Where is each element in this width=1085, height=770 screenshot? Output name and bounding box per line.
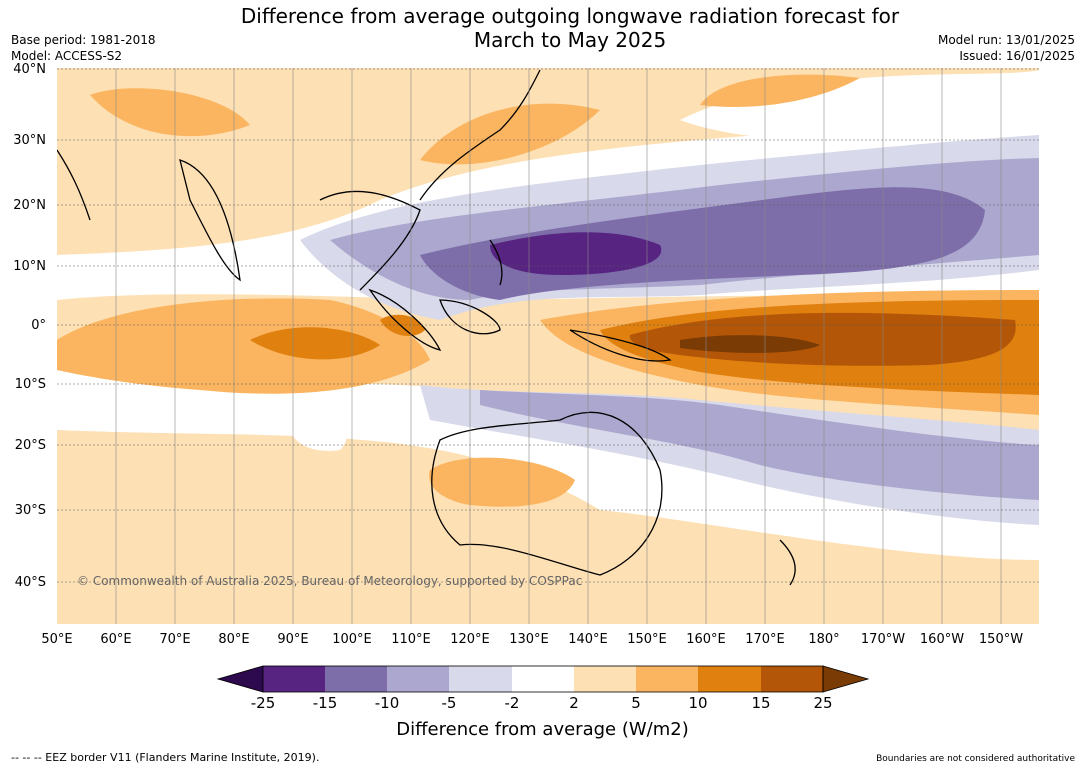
colorbar-bin-5: [512, 666, 574, 692]
arabia-coast: [57, 149, 91, 221]
lon-label: 180°: [808, 632, 840, 647]
lat-label: 20°S: [14, 438, 46, 453]
lon-label: 170°W: [860, 632, 906, 647]
copyright-notice: © Commonwealth of Australia 2025, Bureau…: [77, 574, 583, 588]
neutral-patch: [289, 417, 347, 451]
positive-band-pacific-stronger: [629, 312, 1016, 366]
colorbar-bin-9: [761, 666, 823, 692]
lon-label: 50°E: [41, 632, 73, 647]
positive-band-indian-ocean: [57, 298, 430, 394]
colorbar-tick: -15: [312, 694, 338, 712]
colorbar-bin-1: [263, 666, 325, 692]
colorbar: [216, 665, 870, 693]
lat-label: 30°N: [13, 133, 46, 148]
metadata-left: Base period: 1981-2018 Model: ACCESS-S2: [11, 32, 156, 64]
new-zealand-coast: [779, 539, 796, 586]
lat-label: 0°: [31, 318, 46, 333]
lat-label: 40°N: [13, 62, 46, 77]
title-line-1: Difference from average outgoing longwav…: [240, 4, 900, 28]
lat-label: 20°N: [13, 198, 46, 213]
colorbar-bin-3: [387, 666, 449, 692]
colorbar-extend-low: [216, 665, 264, 693]
neutral-zone-northeast: [680, 70, 1039, 150]
lat-label: 10°S: [14, 377, 46, 392]
colorbar-label: Difference from average (W/m2): [396, 719, 689, 740]
positive-patch-australia: [429, 457, 575, 507]
base-period: Base period: 1981-2018: [11, 33, 156, 47]
boundaries-disclaimer: Boundaries are not considered authoritat…: [876, 754, 1075, 764]
colorbar-tick: -10: [374, 694, 400, 712]
metadata-right: Model run: 13/01/2025 Issued: 16/01/2025: [938, 32, 1075, 64]
lat-label: 30°S: [14, 503, 46, 518]
colorbar-bin-2: [325, 666, 387, 692]
colorbar-bin-6: [574, 666, 636, 692]
lon-label: 120°E: [450, 632, 490, 647]
lon-label: 160°E: [686, 632, 726, 647]
colorbar-tick: 15: [751, 694, 771, 712]
lon-label: 170°E: [745, 632, 785, 647]
negative-band-south-moderate: [480, 390, 1039, 500]
mainland-asia-coast: [319, 190, 421, 291]
positive-core-sumatra: [380, 314, 425, 336]
lon-label: 80°E: [218, 632, 250, 647]
lon-label: 150°E: [627, 632, 667, 647]
lon-label: 60°E: [100, 632, 132, 647]
colorbar-tick: 10: [688, 694, 708, 712]
model-run: Model run: 13/01/2025: [937, 33, 1075, 47]
positive-patch-east-asia: [420, 103, 600, 165]
east-asia-coast: [419, 69, 541, 201]
colorbar-tick: 25: [813, 694, 833, 712]
colorbar-bin-8: [698, 666, 761, 692]
positive-patch-north-pacific: [700, 74, 860, 107]
lat-label: 10°N: [13, 259, 46, 274]
colorbar-extend-high: [822, 665, 870, 693]
colorbar-tick: -2: [504, 694, 520, 712]
positive-patch-asia: [90, 88, 250, 137]
lon-label: 100°E: [332, 632, 372, 647]
philippines-coast: [489, 239, 503, 286]
colorbar-outline: [262, 665, 824, 693]
positive-core-pacific: [680, 335, 820, 353]
title-line-2: March to May 2025: [473, 28, 667, 52]
australia-coast: [431, 411, 663, 576]
new-guinea-coast: [569, 329, 672, 362]
lon-label: 150°W: [978, 632, 1024, 647]
lat-label: 40°S: [14, 575, 46, 590]
issued-date: Issued: 16/01/2025: [959, 49, 1075, 63]
lon-label: 140°E: [568, 632, 608, 647]
colorbar-bin-7: [636, 666, 698, 692]
lon-label: 130°E: [509, 632, 549, 647]
colorbar-bin-4: [449, 666, 512, 692]
colorbar-tick: -5: [441, 694, 457, 712]
colorbar-tick: -25: [250, 694, 276, 712]
lon-label: 90°E: [277, 632, 309, 647]
sumatra-coast: [368, 288, 442, 351]
positive-core-indian-ocean: [250, 327, 380, 360]
colorbar-tick: 5: [631, 694, 641, 712]
model-name: Model: ACCESS-S2: [11, 49, 123, 63]
map-title: Difference from average outgoing longwav…: [0, 4, 1085, 52]
borneo-coast: [439, 299, 501, 335]
negative-core: [490, 232, 662, 275]
meridians: [115, 68, 1002, 624]
india-coast: [179, 159, 241, 282]
lon-label: 110°E: [391, 632, 431, 647]
neutral-zone-south: [57, 370, 1039, 560]
eez-border-note: -- -- -- EEZ border V11 (Flanders Marine…: [11, 751, 320, 764]
lon-label: 70°E: [159, 632, 191, 647]
anomaly-field: [57, 68, 1039, 624]
coastlines: [57, 69, 796, 586]
lon-label: 160°W: [919, 632, 965, 647]
colorbar-tick: 2: [569, 694, 579, 712]
